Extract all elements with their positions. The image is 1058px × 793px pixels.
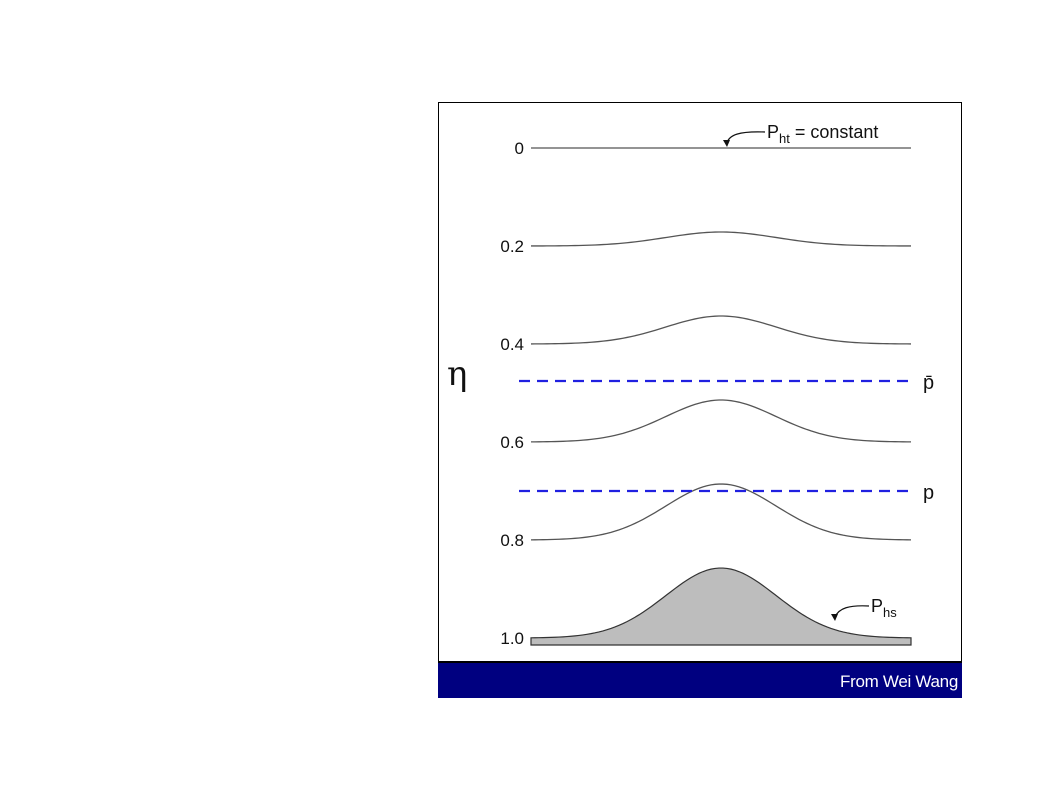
top-annotation-rest: = constant: [790, 122, 879, 142]
sigma-coordinate-figure: 0 0.2 0.4 0.6 0.8 1.0 η Pht = constant Phs p̄…: [438, 102, 962, 698]
surface-annotation-arrow: [834, 605, 870, 618]
surface-annotation-main: P: [871, 596, 883, 616]
surface-annotation: Phs: [871, 596, 897, 620]
eta-level-label: 0.6: [500, 433, 524, 452]
top-annotation-arrowhead: [723, 140, 730, 147]
credit-bar: From Wei Wang: [438, 661, 962, 698]
surface-annotation-sub: hs: [883, 605, 897, 620]
eta-level-curve: [530, 483, 912, 541]
eta-level-label: 0.4: [500, 335, 524, 354]
surface-annotation-arrowhead: [831, 614, 838, 621]
eta-level-label: 1.0: [500, 629, 524, 648]
eta-axis-symbol: η: [447, 354, 467, 394]
eta-level-label: 0.8: [500, 531, 524, 550]
eta-level-label: 0: [515, 139, 524, 158]
eta-level-curve: [530, 399, 912, 443]
top-annotation-sub: ht: [779, 131, 790, 146]
eta-coordinate-diagram: 0 0.2 0.4 0.6 0.8 1.0 η Pht = constant Phs p̄…: [447, 122, 934, 648]
eta-level-label: 0.2: [500, 237, 524, 256]
eta-level-curve: [530, 231, 912, 247]
pressure-label-mean: p̄: [923, 372, 934, 394]
terrain-surface: [530, 567, 912, 646]
top-annotation: Pht = constant: [767, 122, 878, 146]
top-annotation-arrow: [726, 131, 766, 144]
eta-level-curve: [530, 315, 912, 345]
credit-text: From Wei Wang: [840, 672, 958, 691]
pressure-label: p: [923, 482, 934, 504]
top-annotation-main: P: [767, 122, 779, 142]
